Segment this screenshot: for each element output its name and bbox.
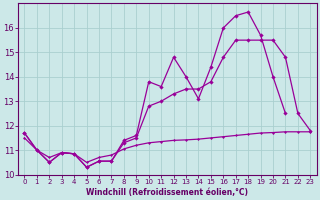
X-axis label: Windchill (Refroidissement éolien,°C): Windchill (Refroidissement éolien,°C) [86, 188, 248, 197]
